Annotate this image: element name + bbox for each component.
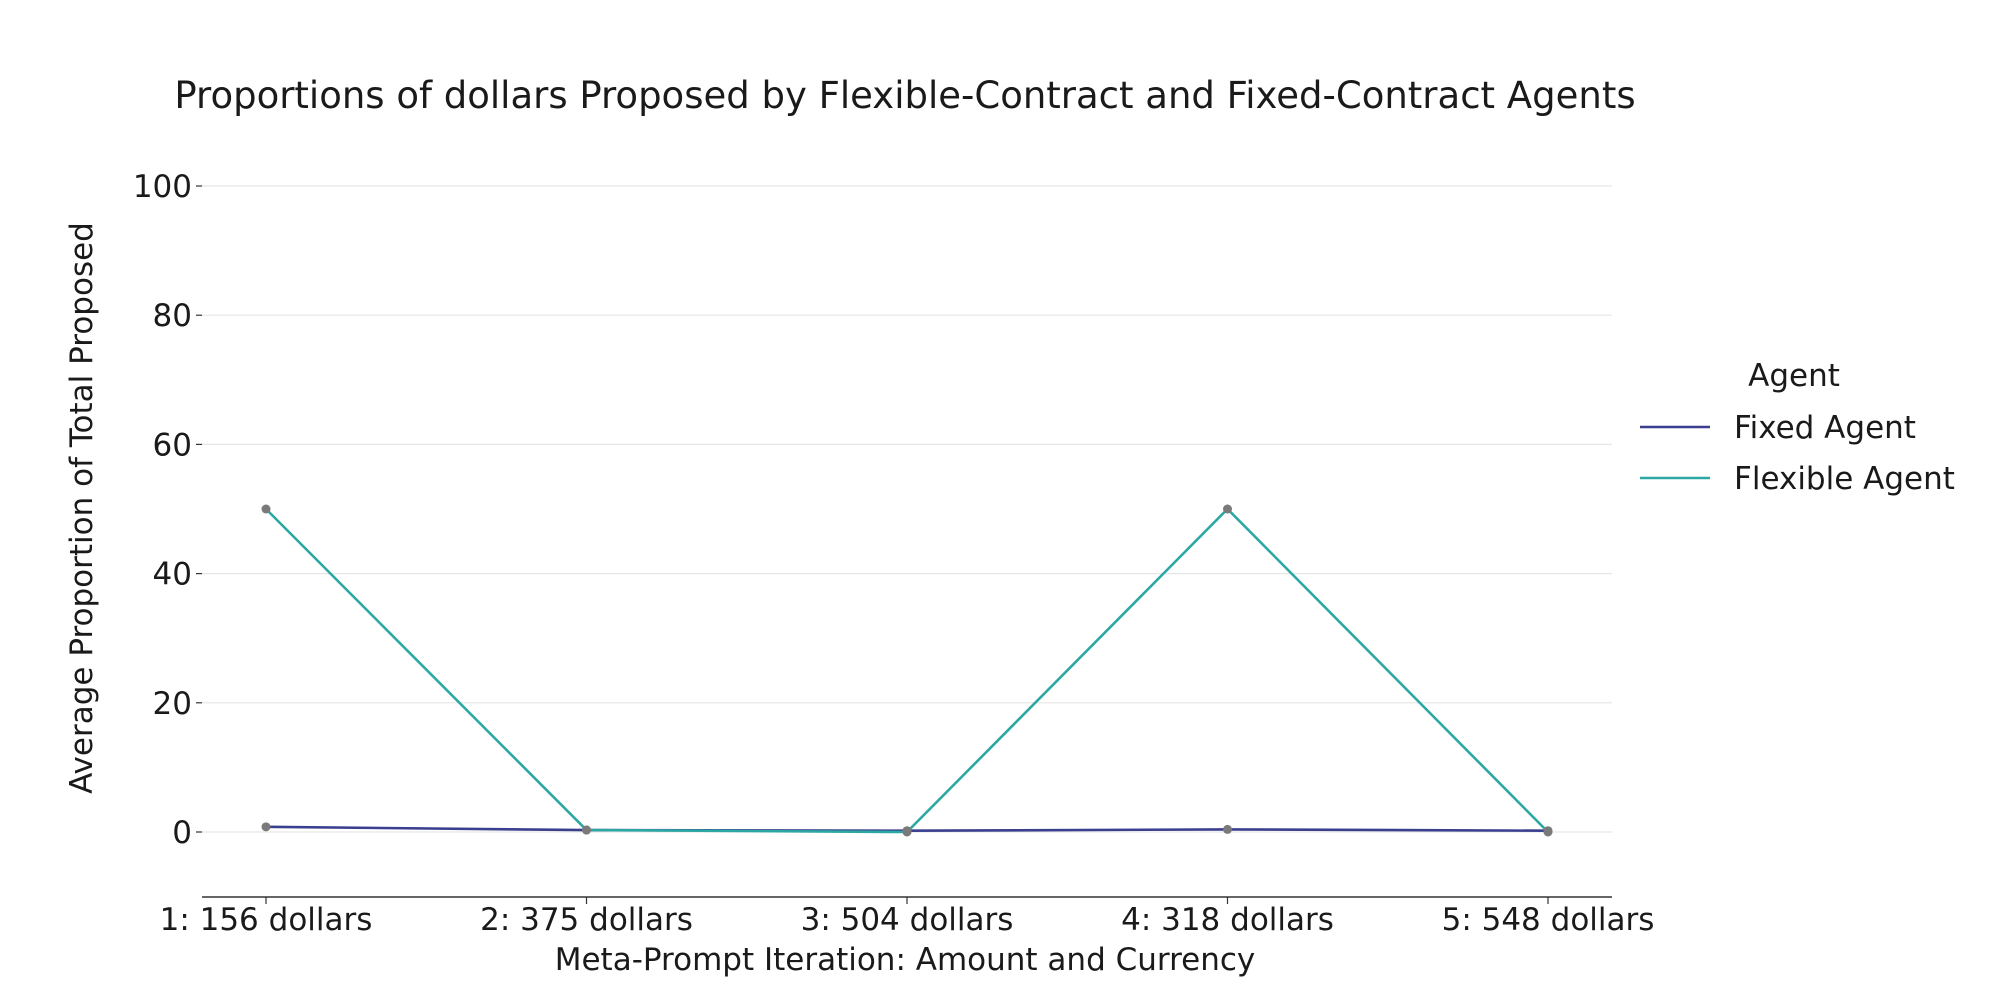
legend-items: Fixed Agent Flexible Agent <box>1640 410 1955 497</box>
series-line-2 <box>265 507 1549 834</box>
y-tick-label: 0 <box>172 815 192 851</box>
y-tick-label: 60 <box>153 427 192 463</box>
y-tick-label: 40 <box>153 557 192 593</box>
data-point <box>261 822 271 832</box>
legend-label: Flexible Agent <box>1734 461 1955 497</box>
chart-title: Proportions of dollars Proposed by Flexi… <box>174 74 1635 117</box>
grid <box>202 185 1612 833</box>
legend: Agent Fixed Agent Flexible Agent <box>1640 358 1955 497</box>
y-tick-label: 20 <box>153 686 192 722</box>
series <box>261 504 1553 837</box>
legend-item: Flexible Agent <box>1640 461 1955 497</box>
data-point <box>902 827 912 837</box>
legend-item: Fixed Agent <box>1640 410 1916 446</box>
data-point <box>261 504 271 514</box>
data-point <box>1543 827 1553 837</box>
y-axis: 0 20 40 60 80 100 <box>133 169 202 851</box>
x-axis: 1: 156 dollars 2: 375 dollars 3: 504 dolla… <box>160 896 1655 938</box>
data-point <box>1223 824 1232 834</box>
x-tick-label: 1: 156 dollars <box>160 902 373 938</box>
legend-title: Agent <box>1748 358 1840 394</box>
y-axis-label: Average Proportion of Total Proposed <box>64 222 100 794</box>
y-tick-label: 80 <box>153 298 192 334</box>
x-axis-label: Meta-Prompt Iteration: Amount and Curren… <box>555 942 1256 978</box>
data-point <box>1223 504 1232 514</box>
x-tick-label: 5: 548 dollars <box>1442 902 1655 938</box>
legend-label: Fixed Agent <box>1734 410 1916 446</box>
x-tick-label: 2: 375 dollars <box>480 902 693 938</box>
y-tick-label: 100 <box>133 169 192 205</box>
x-tick-label: 4: 318 dollars <box>1121 902 1334 938</box>
x-tick-label: 3: 504 dollars <box>801 902 1014 938</box>
data-point <box>582 825 591 835</box>
